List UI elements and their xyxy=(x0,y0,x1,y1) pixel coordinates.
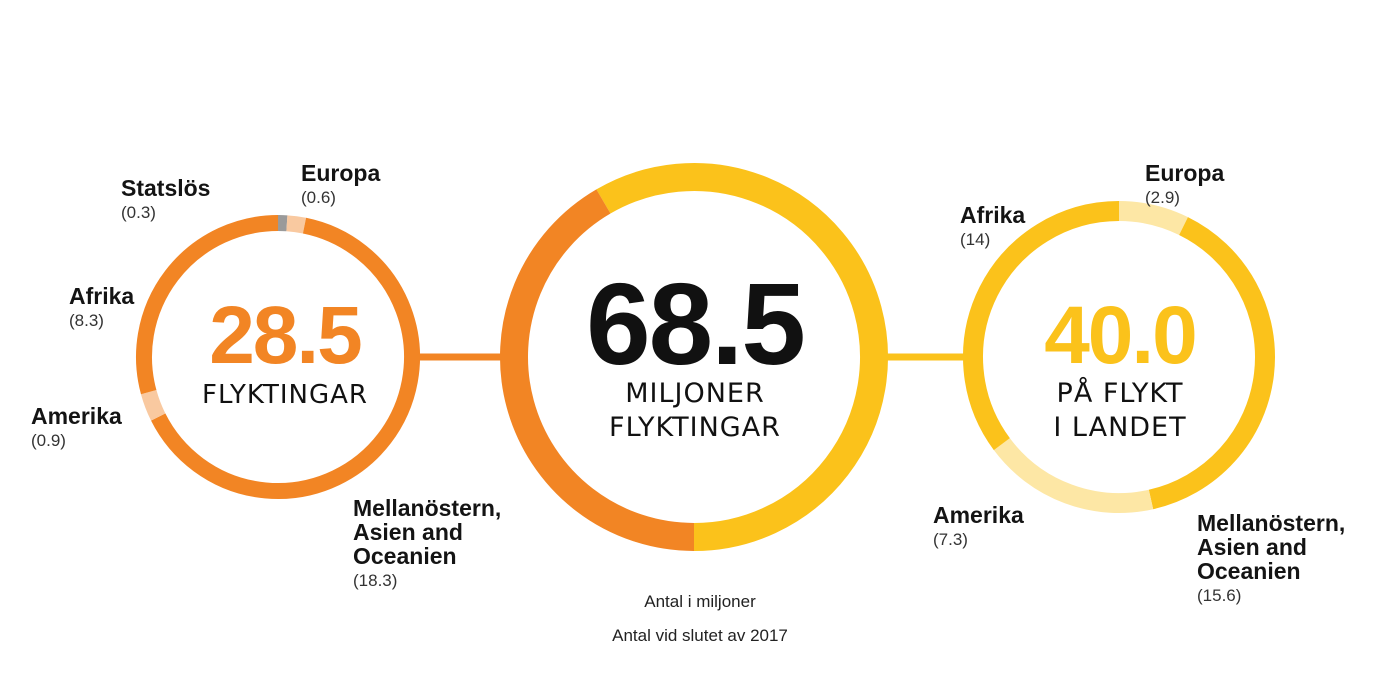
donut-1-slice-0 xyxy=(596,163,888,551)
label-stateless-name: Statslös xyxy=(121,175,211,201)
label-america-refugees-name: Amerika xyxy=(31,403,122,429)
idp-total-label-line1: PÅ FLYKT xyxy=(1056,378,1184,409)
label-mideast-refugees-line2: Asien and xyxy=(353,519,463,545)
refugees-total-label: FLYKTINGAR xyxy=(202,380,368,410)
label-europe-idp-name: Europa xyxy=(1145,160,1225,186)
donut-0-slice-4 xyxy=(136,215,279,395)
period-note: Antal vid slutet av 2017 xyxy=(612,626,788,645)
label-mideast-refugees: Mellanöstern, Asien and Oceanien (18.3) xyxy=(353,496,501,589)
donut-2-slice-1 xyxy=(1148,217,1275,510)
label-europe-idp: Europa (2.9) xyxy=(1145,161,1224,206)
label-africa-refugees: Afrika (8.3) xyxy=(69,284,134,329)
label-mideast-idp: Mellanöstern, Asien and Oceanien (15.6) xyxy=(1197,511,1345,604)
label-mideast-refugees-line1: Mellanöstern, xyxy=(353,495,502,521)
label-mideast-idp-line2: Asien and xyxy=(1197,534,1307,560)
label-africa-refugees-name: Afrika xyxy=(69,283,135,309)
label-africa-refugees-value: (8.3) xyxy=(69,311,104,330)
label-europe-refugees: Europa (0.6) xyxy=(301,161,380,206)
label-africa-idp-name: Afrika xyxy=(960,202,1026,228)
donut-2-slice-3 xyxy=(963,201,1120,451)
donut-total xyxy=(500,163,888,551)
label-america-refugees: Amerika (0.9) xyxy=(31,404,122,449)
label-stateless-value: (0.3) xyxy=(121,203,156,222)
label-america-refugees-value: (0.9) xyxy=(31,431,66,450)
label-mideast-idp-line3: Oceanien xyxy=(1197,558,1301,584)
label-stateless: Statslös (0.3) xyxy=(121,176,210,221)
label-africa-idp: Afrika (14) xyxy=(960,203,1025,248)
label-mideast-refugees-line3: Oceanien xyxy=(353,543,457,569)
idp-total-value: 40.0 xyxy=(1044,290,1198,381)
label-america-idp-name: Amerika xyxy=(933,502,1024,528)
donut-0-slice-2 xyxy=(151,217,420,499)
donut-idp xyxy=(963,201,1275,513)
label-mideast-idp-value: (15.6) xyxy=(1197,586,1242,605)
label-mideast-refugees-value: (18.3) xyxy=(353,571,398,590)
donut-1-slice-1 xyxy=(500,189,695,551)
label-europe-idp-value: (2.9) xyxy=(1145,188,1180,207)
grand-total-label-line2: FLYKTINGAR xyxy=(609,412,781,443)
unit-note: Antal i miljoner xyxy=(644,592,756,611)
donut-0-slice-3 xyxy=(140,389,166,421)
refugees-total-value: 28.5 xyxy=(209,290,363,381)
grand-total-value: 68.5 xyxy=(586,259,806,389)
label-africa-idp-value: (14) xyxy=(960,230,991,249)
donut-2-slice-2 xyxy=(993,437,1154,513)
label-mideast-idp-line1: Mellanöstern, xyxy=(1197,510,1346,536)
donut-refugees xyxy=(136,215,420,499)
label-america-idp-value: (7.3) xyxy=(933,530,968,549)
idp-total-label-line2: I LANDET xyxy=(1053,412,1187,443)
label-europe-refugees-name: Europa xyxy=(301,160,381,186)
label-america-idp: Amerika (7.3) xyxy=(933,503,1024,548)
donut-2-slice-0 xyxy=(1118,201,1188,236)
grand-total-label-line1: MILJONER xyxy=(625,378,765,409)
donut-0-slice-1 xyxy=(286,215,307,234)
label-europe-refugees-value: (0.6) xyxy=(301,188,336,207)
